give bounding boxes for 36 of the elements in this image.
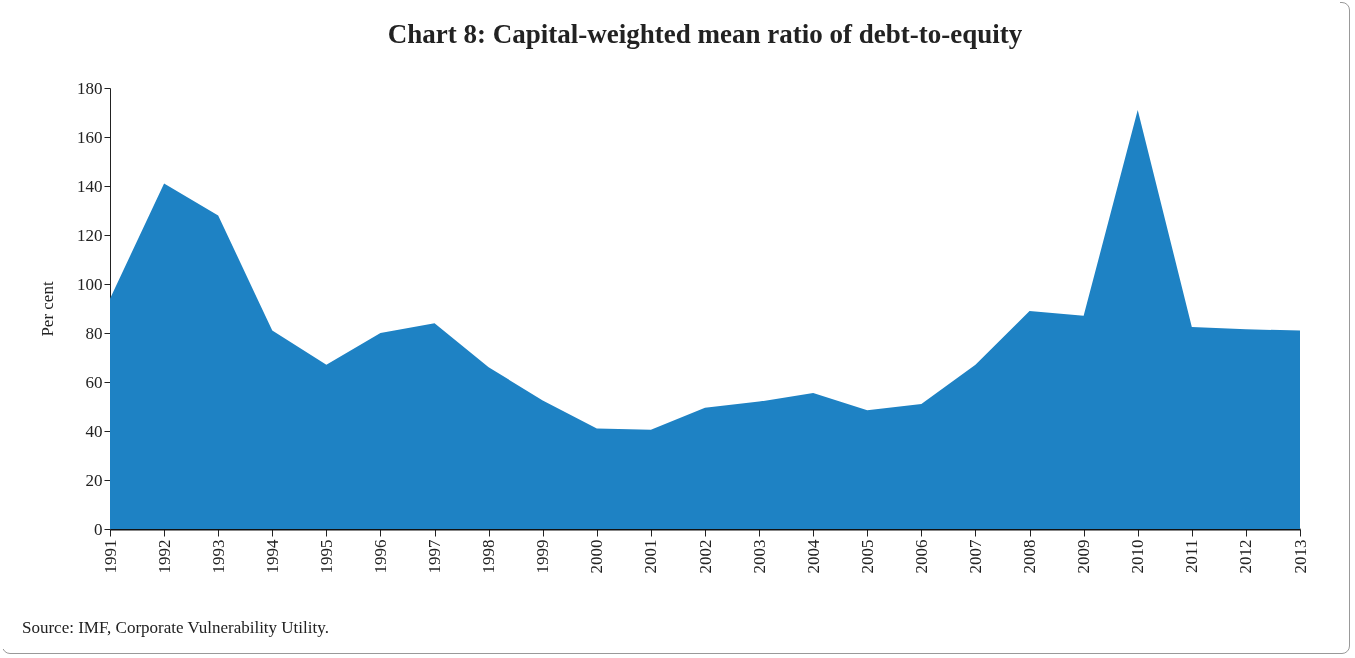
x-tick-label: 2000 <box>587 539 607 574</box>
y-tick-label: 100 <box>77 274 103 294</box>
y-tick-label: 180 <box>77 78 103 98</box>
y-tick-label: 140 <box>77 176 103 196</box>
x-tick-label: 2008 <box>1020 539 1040 574</box>
x-tick-label: 1998 <box>479 539 499 574</box>
x-tick-label: 2002 <box>695 539 715 574</box>
x-tick-label: 1996 <box>370 539 390 574</box>
x-tick-label: 2010 <box>1128 539 1148 574</box>
x-tick-label: 1995 <box>316 539 336 574</box>
x-tick-label: 1994 <box>262 539 282 574</box>
y-tick-label: 160 <box>77 127 103 147</box>
y-tick-label: 0 <box>94 519 103 539</box>
x-tick-label: 2001 <box>641 539 661 574</box>
y-tick-label: 120 <box>77 225 103 245</box>
y-tick-label: 80 <box>85 323 103 343</box>
x-tick-label: 1992 <box>154 539 174 574</box>
x-tick-label: 2005 <box>857 539 877 574</box>
y-axis-title: Per cent <box>38 281 57 337</box>
x-tick-label: 2011 <box>1182 539 1202 573</box>
x-tick-label: 2003 <box>749 539 769 574</box>
y-tick-label: 40 <box>85 421 103 441</box>
chart-title: Chart 8: Capital-weighted mean ratio of debt-to-equity <box>387 19 1023 49</box>
x-tick-label: 2004 <box>803 539 823 574</box>
x-tick-label: 1999 <box>533 539 553 574</box>
x-tick-label: 2009 <box>1074 539 1094 574</box>
x-tick-label: 2006 <box>911 539 931 574</box>
y-tick-label: 60 <box>85 372 103 392</box>
x-tick-label: 2012 <box>1236 539 1256 574</box>
x-tick-label: 1993 <box>208 539 228 574</box>
x-tick-label: 1991 <box>100 539 120 574</box>
x-tick-label: 2007 <box>965 539 985 574</box>
x-tick-label: 1997 <box>425 539 445 574</box>
source-note: Source: IMF, Corporate Vulnerability Utility. <box>22 618 329 638</box>
x-tick-label: 2013 <box>1290 539 1310 574</box>
y-tick-label: 20 <box>85 470 103 490</box>
